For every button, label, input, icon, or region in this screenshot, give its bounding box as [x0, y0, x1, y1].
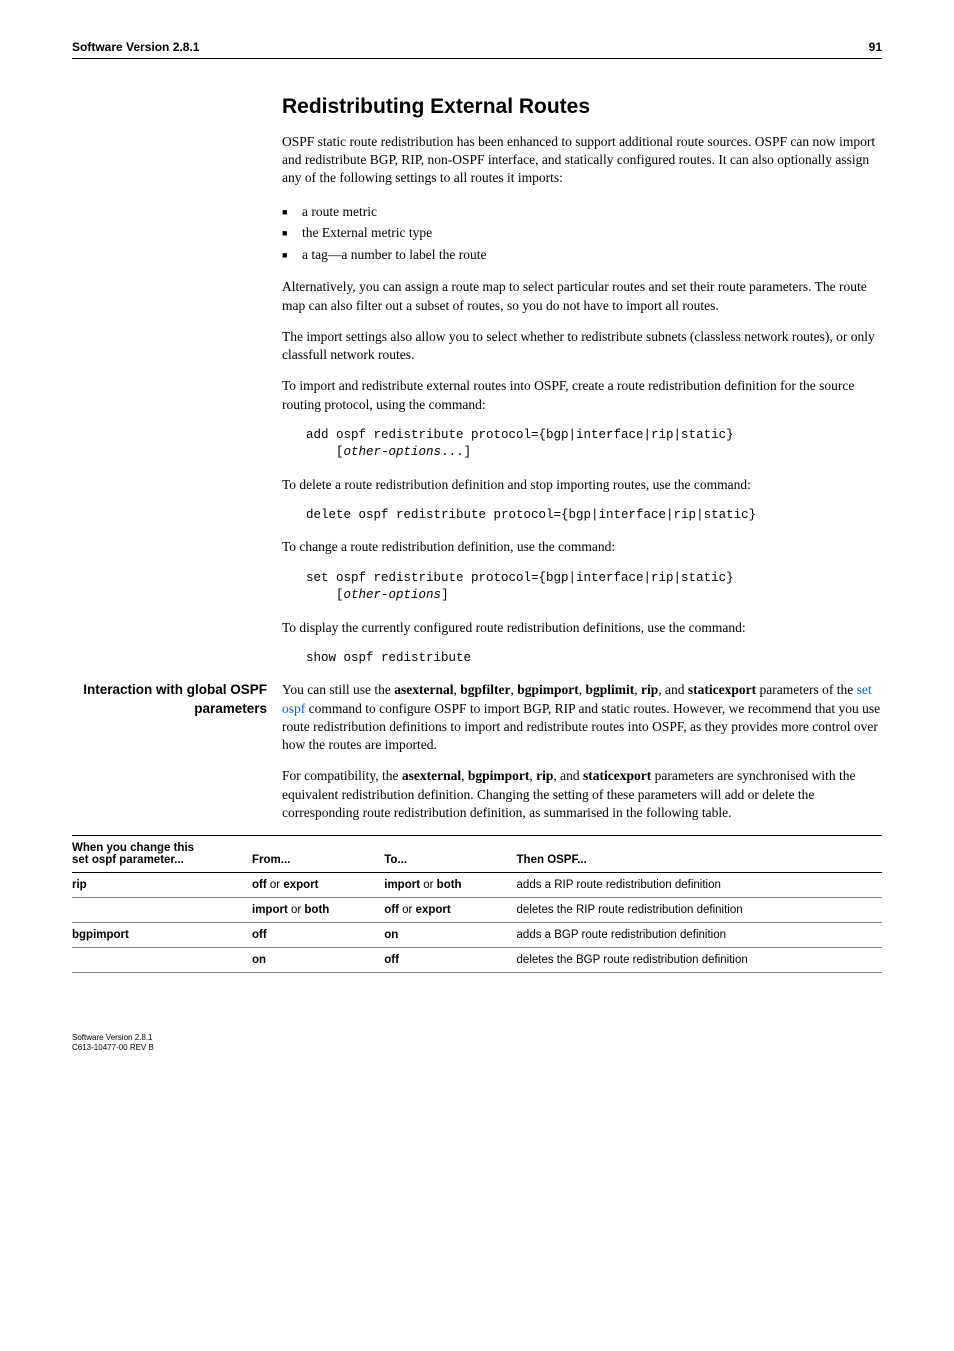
body-paragraph: To change a route redistribution definit…: [282, 538, 882, 556]
main-content: Redistributing External Routes OSPF stat…: [282, 95, 882, 973]
table-cell: [72, 947, 252, 972]
term-bgplimit: bgplimit: [586, 682, 635, 697]
section-title: Redistributing External Routes: [282, 95, 882, 119]
code-italic: other-options: [344, 445, 442, 459]
term: off: [384, 954, 399, 966]
term-bgpfilter: bgpfilter: [460, 682, 510, 697]
term-staticexport: staticexport: [688, 682, 756, 697]
text-run: or: [267, 879, 284, 891]
sidebar-content: You can still use the asexternal, bgpfil…: [282, 681, 882, 822]
text-run: or: [288, 904, 305, 916]
header-line1: When you change this: [72, 842, 194, 854]
term-asexternal: asexternal: [402, 768, 461, 783]
table-cell: [72, 897, 252, 922]
text-run: or: [420, 879, 437, 891]
body-paragraph: You can still use the asexternal, bgpfil…: [282, 681, 882, 754]
term-bgpimport: bgpimport: [517, 682, 579, 697]
intro-paragraph: OSPF static route redistribution has bee…: [282, 133, 882, 188]
table-header-cell: When you change this set ospf parameter.…: [72, 835, 252, 872]
footer-line: C613-10477-00 REV B: [72, 1043, 882, 1053]
table-header-cell: Then OSPF...: [517, 835, 882, 872]
table-header-row: When you change this set ospf parameter.…: [72, 835, 882, 872]
text-run: or: [399, 904, 416, 916]
table-cell: import or both: [252, 897, 384, 922]
footer-line: Software Version 2.8.1: [72, 1033, 882, 1043]
page-footer: Software Version 2.8.1 C613-10477-00 REV…: [72, 1033, 882, 1054]
term: import: [252, 904, 288, 916]
header-page-number: 91: [869, 40, 882, 54]
list-item: a route metric: [282, 201, 882, 223]
term: off: [252, 879, 267, 891]
parameter-table: When you change this set ospf parameter.…: [72, 835, 882, 973]
table-cell: deletes the BGP route redistribution def…: [517, 947, 882, 972]
table-cell: off or export: [384, 897, 516, 922]
term: both: [304, 904, 329, 916]
body-paragraph: The import settings also allow you to se…: [282, 328, 882, 364]
table-cell: off: [252, 922, 384, 947]
code-text: ...]: [441, 445, 471, 459]
code-text: ]: [441, 588, 449, 602]
sidebar-section: Interaction with global OSPF parameters …: [72, 681, 882, 822]
table-header-cell: From...: [252, 835, 384, 872]
term: export: [416, 904, 451, 916]
text-run: command to configure OSPF to import BGP,…: [282, 701, 880, 752]
term-rip: rip: [641, 682, 658, 697]
body-paragraph: To import and redistribute external rout…: [282, 377, 882, 413]
table-row: bgpimport off on adds a BGP route redist…: [72, 922, 882, 947]
header-title: Software Version 2.8.1: [72, 40, 199, 54]
term-rip: rip: [536, 768, 553, 783]
bullet-list: a route metric the External metric type …: [282, 201, 882, 266]
list-item: the External metric type: [282, 222, 882, 244]
table-cell: rip: [72, 872, 252, 897]
term-bgpimport: bgpimport: [468, 768, 530, 783]
text-run: , and: [658, 682, 688, 697]
term-staticexport: staticexport: [583, 768, 651, 783]
term-asexternal: asexternal: [394, 682, 453, 697]
body-paragraph: To delete a route redistribution definit…: [282, 476, 882, 494]
term: on: [384, 929, 398, 941]
table-cell: off or export: [252, 872, 384, 897]
code-italic: other-options: [344, 588, 442, 602]
term: on: [252, 954, 266, 966]
text-run: For compatibility, the: [282, 768, 402, 783]
term: import: [384, 879, 420, 891]
table-cell: on: [384, 922, 516, 947]
body-paragraph: For compatibility, the asexternal, bgpim…: [282, 767, 882, 822]
term: export: [283, 879, 318, 891]
sidebar-label: Interaction with global OSPF parameters: [72, 681, 267, 717]
table-row: import or both off or export deletes the…: [72, 897, 882, 922]
code-block: show ospf redistribute: [306, 650, 882, 668]
table-cell: import or both: [384, 872, 516, 897]
text-run: parameters of the: [756, 682, 856, 697]
term: off: [384, 904, 399, 916]
table-row: rip off or export import or both adds a …: [72, 872, 882, 897]
table-header-cell: To...: [384, 835, 516, 872]
table-cell: deletes the RIP route redistribution def…: [517, 897, 882, 922]
header-line2: set ospf parameter...: [72, 854, 184, 866]
body-paragraph: Alternatively, you can assign a route ma…: [282, 278, 882, 314]
code-block: set ospf redistribute protocol={bgp|inte…: [306, 570, 882, 605]
term: both: [437, 879, 462, 891]
table-cell: on: [252, 947, 384, 972]
text-run: You can still use the: [282, 682, 394, 697]
table-cell: off: [384, 947, 516, 972]
page-header: Software Version 2.8.1 91: [72, 40, 882, 59]
code-block: add ospf redistribute protocol={bgp|inte…: [306, 427, 882, 462]
table-cell: bgpimport: [72, 922, 252, 947]
body-paragraph: To display the currently configured rout…: [282, 619, 882, 637]
table-cell: adds a BGP route redistribution definiti…: [517, 922, 882, 947]
list-item: a tag—a number to label the route: [282, 244, 882, 266]
term: off: [252, 929, 267, 941]
table-cell: adds a RIP route redistribution definiti…: [517, 872, 882, 897]
code-block: delete ospf redistribute protocol={bgp|i…: [306, 507, 882, 525]
table-row: on off deletes the BGP route redistribut…: [72, 947, 882, 972]
